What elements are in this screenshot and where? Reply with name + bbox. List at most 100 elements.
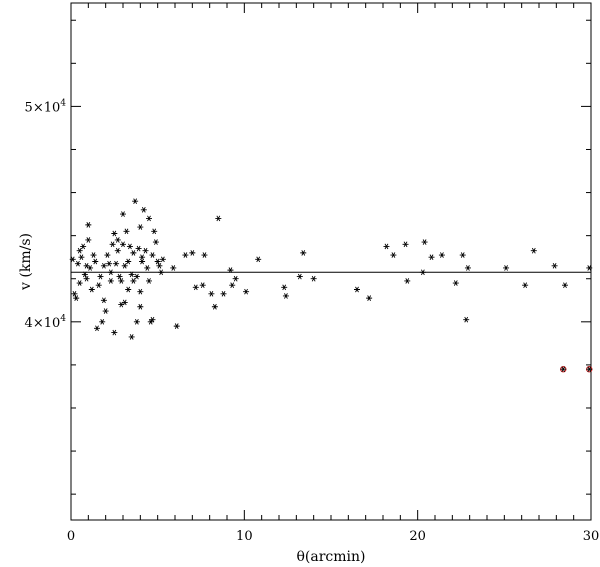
- data-point: [146, 278, 152, 284]
- data-point: [281, 284, 288, 291]
- data-point: [85, 237, 92, 243]
- data-point: [111, 230, 118, 237]
- y-tick-label: 5×104: [25, 98, 67, 115]
- data-point: [125, 286, 132, 293]
- data-point: [199, 282, 206, 289]
- data-point: [76, 280, 83, 286]
- data-point: [158, 269, 165, 276]
- data-point: [220, 290, 227, 297]
- data-point: [463, 316, 470, 323]
- highlight-data-point: [586, 366, 593, 373]
- data-point: [173, 323, 180, 329]
- data-point: [87, 265, 94, 271]
- data-point: [419, 269, 426, 276]
- y-tick-label: 4×104: [25, 314, 67, 331]
- data-point: [149, 316, 156, 323]
- data-point: [100, 262, 107, 269]
- data-point: [227, 267, 234, 273]
- data-point: [116, 273, 123, 280]
- data-point: [128, 271, 135, 278]
- data-point: [562, 282, 568, 289]
- highlight-data-point: [560, 366, 567, 373]
- data-point: [146, 215, 152, 222]
- data-point: [121, 262, 128, 269]
- data-point: [100, 297, 107, 304]
- data-point: [149, 252, 156, 258]
- data-point: [182, 252, 189, 258]
- data-point: [208, 290, 215, 297]
- data-point: [139, 258, 146, 265]
- data-point: [120, 211, 126, 217]
- data-point: [354, 286, 360, 293]
- data-point: [107, 278, 114, 284]
- data-point: [586, 265, 593, 271]
- axis-ticks: [70, 3, 592, 520]
- data-point: [255, 256, 262, 263]
- data-point: [80, 243, 87, 250]
- data-point: [74, 260, 81, 267]
- data-point: [137, 224, 144, 230]
- data-point: [522, 282, 529, 289]
- data-point: [88, 286, 95, 293]
- data-point: [170, 265, 177, 271]
- data-point: [459, 252, 466, 258]
- data-point: [189, 250, 196, 256]
- data-point: [232, 275, 239, 282]
- data-point: [126, 243, 133, 250]
- data-point: [125, 258, 132, 265]
- data-point: [201, 252, 208, 258]
- x-tick-label: 20: [409, 529, 426, 544]
- data-point: [452, 280, 459, 286]
- data-point: [156, 262, 163, 269]
- data-point: [383, 243, 390, 250]
- data-point: [428, 254, 435, 261]
- data-point: [551, 262, 558, 269]
- data-point: [114, 247, 121, 254]
- data-point: [128, 334, 135, 340]
- data-point: [464, 265, 471, 271]
- data-point: [402, 241, 409, 248]
- data-point: [73, 295, 80, 301]
- data-point: [130, 250, 137, 256]
- data-point: [135, 245, 142, 252]
- data-point: [151, 228, 158, 235]
- data-point: [109, 241, 116, 248]
- data-point: [104, 252, 111, 258]
- x-axis-label: θ(arcmin): [296, 549, 365, 565]
- data-point: [102, 308, 109, 314]
- data-point: [132, 198, 139, 205]
- data-point: [296, 273, 303, 280]
- data-point: [229, 282, 236, 289]
- data-point: [215, 215, 222, 222]
- data-point: [133, 273, 140, 280]
- data-point: [366, 295, 373, 301]
- y-axis-label: v (km/s): [18, 233, 34, 291]
- data-point: [137, 288, 144, 295]
- data-point: [123, 228, 130, 235]
- x-tick-label: 10: [236, 529, 253, 544]
- data-point: [139, 254, 146, 261]
- data-point: [133, 318, 140, 325]
- data-point: [421, 239, 428, 245]
- data-point: [85, 222, 92, 228]
- data-point: [282, 293, 289, 299]
- data-point: [243, 288, 250, 295]
- data-point: [300, 250, 307, 256]
- data-point: [69, 256, 76, 263]
- data-point: [83, 275, 90, 282]
- data-point: [404, 278, 411, 284]
- data-point: [90, 252, 97, 258]
- data-point: [107, 269, 114, 276]
- data-point: [192, 284, 199, 291]
- data-points: [69, 198, 593, 373]
- data-point: [113, 260, 120, 267]
- data-point: [106, 260, 113, 267]
- x-tick-label: 30: [583, 529, 600, 544]
- data-point: [438, 252, 445, 258]
- data-point: [211, 303, 218, 310]
- data-point: [111, 329, 118, 336]
- data-point: [154, 258, 161, 265]
- data-point: [114, 237, 121, 243]
- data-point: [140, 206, 147, 213]
